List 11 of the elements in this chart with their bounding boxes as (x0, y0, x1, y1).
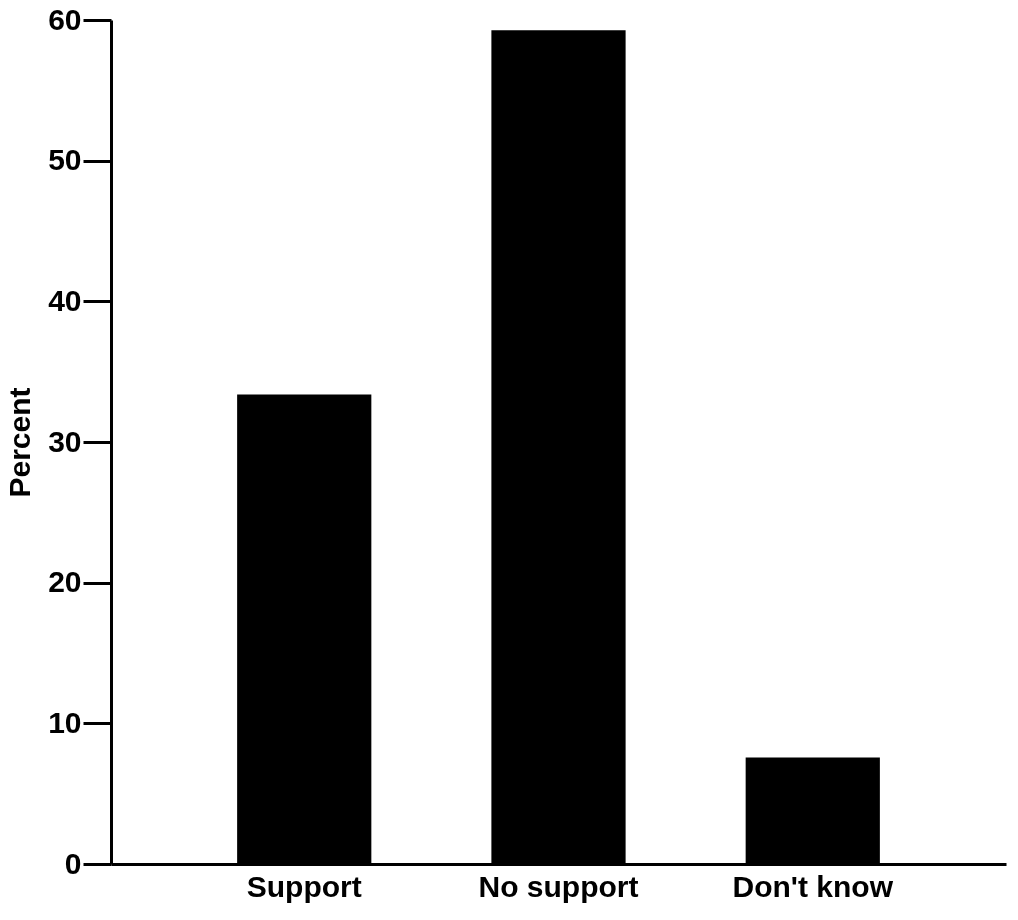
y-tick-label: 20 (48, 565, 82, 599)
y-tick-label: 10 (48, 705, 82, 739)
x-tick-label: Don't know (732, 869, 894, 903)
x-tick-label: Support (246, 869, 362, 903)
x-tick-label: No support (478, 869, 639, 903)
y-tick-label: 0 (64, 846, 82, 880)
y-tick-label: 50 (48, 143, 82, 177)
y-tick-label: 30 (48, 424, 82, 458)
y-tick-label: 60 (48, 2, 82, 36)
y-tick-label: 40 (48, 283, 82, 317)
y-axis-title: Percent (3, 387, 37, 498)
